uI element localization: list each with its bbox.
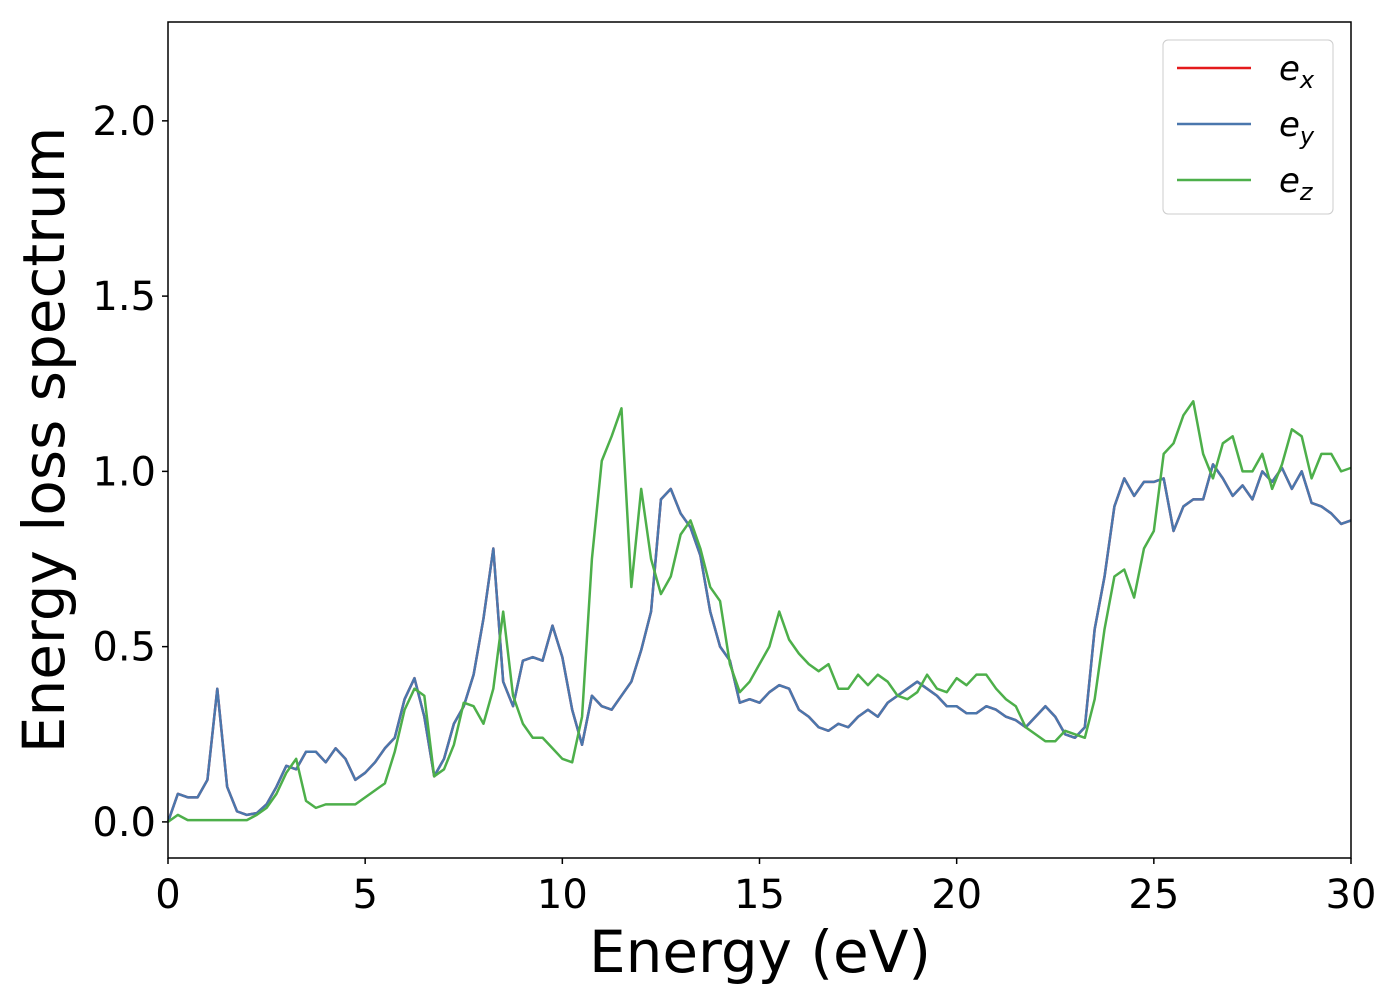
y-tick-label: 1.5 [92, 274, 156, 320]
y-tick-label: 0.0 [92, 800, 156, 846]
x-tick-label: 0 [155, 872, 180, 918]
legend-box [1162, 39, 1334, 215]
series-line [167, 400, 1352, 823]
x-tick-label: 5 [352, 872, 377, 918]
plot-frame [167, 21, 1352, 859]
x-tick-label: 15 [734, 872, 785, 918]
x-tick-label: 10 [537, 872, 588, 918]
y-tick-label: 1.0 [92, 449, 156, 495]
y-tick-label: 0.5 [92, 625, 156, 671]
legend-label: ex [1279, 49, 1315, 94]
x-tick-label: 30 [1326, 872, 1377, 918]
y-axis-label: Energy loss spectrum [10, 127, 78, 753]
x-tick-label: 20 [931, 872, 982, 918]
legend-label: ez [1279, 161, 1314, 206]
y-tick-label: 2.0 [92, 99, 156, 145]
series-line [166, 463, 1352, 823]
x-tick-label: 25 [1128, 872, 1179, 918]
series-line [166, 463, 1352, 823]
x-axis-label: Energy (eV) [589, 918, 931, 986]
legend-label: ey [1279, 105, 1315, 150]
